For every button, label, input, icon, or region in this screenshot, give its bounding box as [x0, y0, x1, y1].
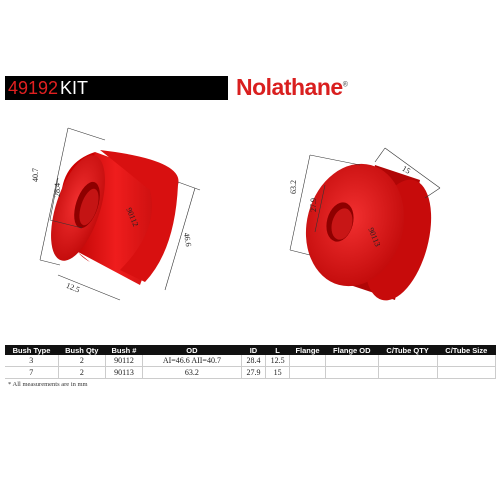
title-banner: 49192 KIT SPECIFICATIONS [5, 76, 228, 118]
column-header: C/Tube Size [437, 345, 496, 355]
column-header: Bush # [105, 345, 143, 355]
cell: 2 [58, 355, 107, 367]
cell: 7 [5, 366, 59, 379]
cell: AI=46.6 AII=40.7 [142, 355, 242, 367]
cell: 27.9 [241, 366, 267, 379]
bushing-cone: 40.7 28.4 90112 46.6 12.5 [31, 127, 201, 301]
column-header: L [265, 345, 290, 355]
bushing-cylinder: 63.2 27.9 15 90113 [289, 147, 441, 301]
cell: 90113 [105, 366, 143, 379]
cell: 15 [265, 366, 291, 379]
dim-label: 27.9 [309, 198, 318, 212]
spec-table: Bush Type Bush Qty Bush # OD ID L Flange… [5, 345, 497, 379]
dim-label: 63.2 [289, 180, 298, 194]
cell [325, 366, 379, 379]
brand-name: Nolathane [236, 74, 343, 100]
cell [437, 366, 497, 379]
dim-label: 15 [401, 164, 412, 176]
cell [378, 366, 438, 379]
dim-label: 46.6 [182, 232, 193, 247]
diagrams: 40.7 28.4 90112 46.6 12.5 63.2 27.9 15 9… [31, 127, 441, 301]
cell [378, 355, 438, 367]
column-header: ID [241, 345, 266, 355]
cell [325, 355, 379, 367]
cell: 28.4 [241, 355, 267, 367]
cell [437, 355, 497, 367]
column-header: Flange OD [325, 345, 379, 355]
cell: 90112 [105, 355, 143, 367]
footnote: * All measurements are in mm [8, 381, 88, 388]
cell: 3 [5, 355, 59, 367]
dim-label: 12.5 [65, 281, 81, 295]
header-row: Bush Type Bush Qty Bush # OD ID L Flange… [5, 345, 496, 355]
column-header: Flange [289, 345, 326, 355]
column-header: C/Tube QTY [378, 345, 438, 355]
dim-label: 28.4 [53, 183, 62, 197]
cell: 2 [58, 366, 107, 379]
column-header: Bush Type [5, 345, 59, 355]
dim-label: 40.7 [31, 168, 40, 182]
kit-number: 49192 [8, 78, 59, 98]
brand-mark: ® [342, 81, 348, 89]
column-header: Bush Qty [58, 345, 106, 355]
cell [289, 355, 326, 367]
table-row: 7 2 90113 63.2 27.9 15 [5, 366, 497, 379]
column-header: OD [142, 345, 242, 355]
brand-logo: Nolathane® [236, 74, 348, 101]
table-row: 3 2 90112 AI=46.6 AII=40.7 28.4 12.5 [5, 355, 497, 367]
kit-title: KIT SPECIFICATIONS [60, 78, 209, 118]
cell [289, 366, 326, 379]
cell: 12.5 [265, 355, 291, 367]
cell: 63.2 [142, 366, 242, 379]
